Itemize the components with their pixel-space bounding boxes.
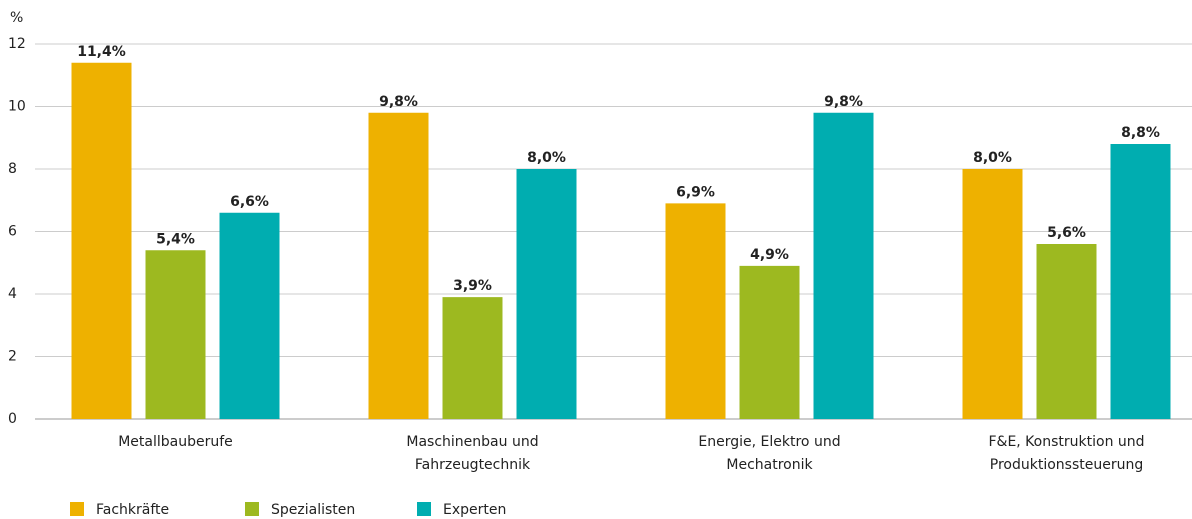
- bar: [368, 112, 429, 419]
- legend-label: Spezialisten: [271, 502, 355, 518]
- bar: [145, 250, 206, 419]
- legend-label: Experten: [443, 502, 506, 518]
- legend-swatch: [245, 502, 259, 516]
- value-label: 11,4%: [77, 44, 126, 60]
- value-label: 9,8%: [824, 94, 863, 110]
- value-label: 8,0%: [527, 150, 566, 166]
- y-tick-label: 2: [8, 349, 17, 365]
- bar: [1110, 144, 1171, 419]
- y-tick-label: 12: [8, 36, 26, 52]
- value-label: 5,4%: [156, 231, 195, 247]
- value-label: 5,6%: [1047, 225, 1086, 241]
- bar: [219, 212, 280, 419]
- y-tick-label: 0: [8, 411, 17, 427]
- x-tick-label: Maschinenbau und Fahrzeugtechnik: [406, 434, 539, 473]
- bar: [739, 265, 800, 419]
- y-tick-label: 4: [8, 286, 17, 302]
- y-tick-label: 10: [8, 99, 26, 115]
- x-tick-label: Energie, Elektro und Mechatronik: [698, 434, 841, 473]
- bar: [516, 169, 577, 419]
- x-tick-label: Metallbauberufe: [118, 434, 233, 450]
- value-label: 4,9%: [750, 247, 789, 263]
- bar: [813, 112, 874, 419]
- value-label: 6,9%: [676, 184, 715, 200]
- bar: [1036, 244, 1097, 419]
- value-label: 6,6%: [230, 194, 269, 210]
- value-label: 3,9%: [453, 278, 492, 294]
- value-label: 9,8%: [379, 94, 418, 110]
- bar: [665, 203, 726, 419]
- y-axis-label: %: [10, 10, 23, 26]
- legend-swatch: [417, 502, 431, 516]
- legend-label: Fachkräfte: [96, 502, 169, 518]
- y-tick-label: 8: [8, 161, 17, 177]
- bar: [442, 297, 503, 419]
- value-label: 8,8%: [1121, 125, 1160, 141]
- bar: [71, 62, 132, 419]
- value-label: 8,0%: [973, 150, 1012, 166]
- bar: [962, 169, 1023, 419]
- y-tick-label: 6: [8, 224, 17, 240]
- x-tick-label: F&E, Konstruktion und Produktionssteueru…: [988, 434, 1145, 473]
- legend-swatch: [70, 502, 84, 516]
